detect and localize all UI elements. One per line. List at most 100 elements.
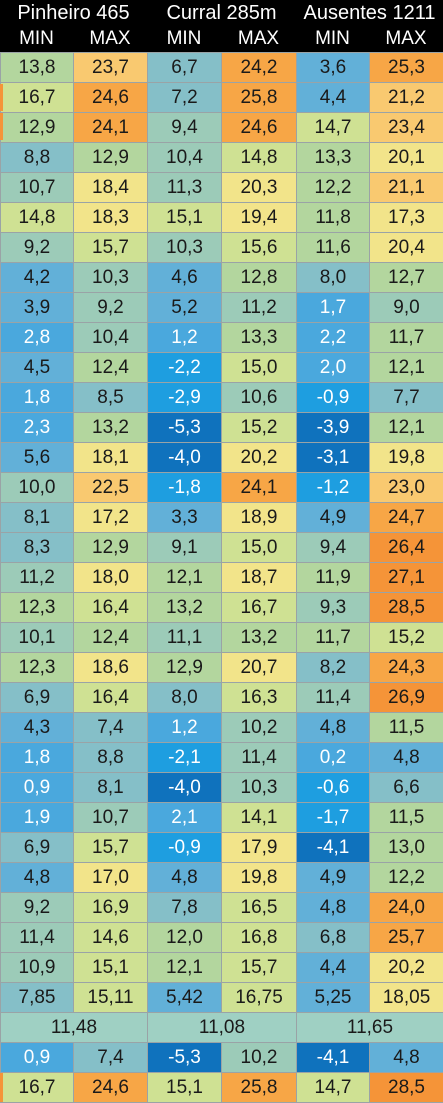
table-cell[interactable]: 11,6: [296, 232, 370, 263]
table-cell[interactable]: 8,2: [296, 652, 370, 683]
table-cell[interactable]: 15,0: [221, 352, 297, 383]
table-cell[interactable]: 16,9: [73, 892, 148, 923]
table-cell[interactable]: 16,4: [73, 592, 148, 623]
table-cell[interactable]: 3,6: [296, 52, 370, 83]
table-cell[interactable]: 6,7: [147, 52, 222, 83]
overall-average-cell[interactable]: 11,65: [296, 1012, 443, 1043]
table-cell[interactable]: 6,9: [0, 682, 74, 713]
table-cell[interactable]: 4,8: [296, 892, 370, 923]
table-cell[interactable]: 18,6: [73, 652, 148, 683]
table-cell[interactable]: 18,05: [369, 982, 443, 1013]
table-cell[interactable]: 2,2: [296, 322, 370, 353]
station-pinheiro-header[interactable]: Pinheiro 465: [17, 2, 130, 24]
table-cell[interactable]: 10,6: [221, 382, 297, 413]
table-cell[interactable]: 4,4: [296, 952, 370, 983]
table-cell[interactable]: 10,2: [221, 1042, 297, 1073]
table-cell[interactable]: 15,1: [73, 952, 148, 983]
table-cell[interactable]: 12,1: [369, 352, 443, 383]
table-cell[interactable]: 13,3: [296, 142, 370, 173]
table-cell[interactable]: -2,1: [147, 742, 222, 773]
table-cell[interactable]: 3,9: [0, 292, 74, 323]
table-cell[interactable]: 16,5: [221, 892, 297, 923]
table-cell[interactable]: 25,3: [369, 52, 443, 83]
table-cell[interactable]: 11,5: [369, 712, 443, 743]
table-cell[interactable]: 23,4: [369, 112, 443, 143]
table-cell[interactable]: 4,5: [0, 352, 74, 383]
table-cell[interactable]: -5,3: [147, 1042, 222, 1073]
table-cell[interactable]: 10,2: [221, 712, 297, 743]
table-cell[interactable]: 16,8: [221, 922, 297, 953]
table-cell[interactable]: 10,7: [0, 172, 74, 203]
table-cell[interactable]: 16,75: [221, 982, 297, 1013]
table-cell[interactable]: 12,1: [147, 952, 222, 983]
table-cell[interactable]: 17,3: [369, 202, 443, 233]
overall-average-cell[interactable]: 11,08: [147, 1012, 297, 1043]
table-cell[interactable]: 8,1: [0, 502, 74, 533]
table-cell[interactable]: 10,4: [147, 142, 222, 173]
table-cell[interactable]: 14,1: [221, 802, 297, 833]
table-cell[interactable]: 4,4: [296, 82, 370, 113]
table-cell[interactable]: 27,1: [369, 562, 443, 593]
table-cell[interactable]: -4,0: [147, 772, 222, 803]
table-cell[interactable]: 10,0: [0, 472, 74, 503]
table-cell[interactable]: 1,2: [147, 322, 222, 353]
table-cell[interactable]: 15,1: [147, 1072, 222, 1103]
table-cell[interactable]: 12,0: [147, 922, 222, 953]
table-cell[interactable]: 24,2: [221, 52, 297, 83]
table-cell[interactable]: 16,7: [221, 592, 297, 623]
table-cell[interactable]: 15,6: [221, 232, 297, 263]
table-cell[interactable]: 1,8: [0, 742, 74, 773]
table-cell[interactable]: 2,8: [0, 322, 74, 353]
table-cell[interactable]: 12,9: [0, 112, 74, 143]
table-cell[interactable]: 24,3: [369, 652, 443, 683]
table-cell[interactable]: 14,7: [296, 112, 370, 143]
table-cell[interactable]: 11,2: [0, 562, 74, 593]
table-cell[interactable]: 24,6: [73, 82, 148, 113]
table-cell[interactable]: 15,7: [221, 952, 297, 983]
table-cell[interactable]: 4,6: [147, 262, 222, 293]
table-cell[interactable]: 11,5: [369, 802, 443, 833]
table-cell[interactable]: 13,2: [221, 622, 297, 653]
table-cell[interactable]: 16,7: [0, 1072, 74, 1103]
table-cell[interactable]: 14,6: [73, 922, 148, 953]
table-cell[interactable]: -5,3: [147, 412, 222, 443]
table-cell[interactable]: 12,1: [147, 562, 222, 593]
table-cell[interactable]: 12,7: [369, 262, 443, 293]
table-cell[interactable]: 19,8: [369, 442, 443, 473]
table-cell[interactable]: 19,8: [221, 862, 297, 893]
table-cell[interactable]: 11,8: [296, 202, 370, 233]
table-cell[interactable]: 11,3: [147, 172, 222, 203]
table-cell[interactable]: 5,2: [147, 292, 222, 323]
table-cell[interactable]: -1,2: [296, 472, 370, 503]
station-ausentes-header[interactable]: Ausentes 1211: [303, 2, 436, 24]
table-cell[interactable]: 7,85: [0, 982, 74, 1013]
table-cell[interactable]: 12,2: [369, 862, 443, 893]
table-cell[interactable]: 24,6: [221, 112, 297, 143]
table-cell[interactable]: 24,6: [73, 1072, 148, 1103]
table-cell[interactable]: 15,2: [221, 412, 297, 443]
table-cell[interactable]: 15,7: [73, 232, 148, 263]
table-cell[interactable]: 5,42: [147, 982, 222, 1013]
table-cell[interactable]: 18,1: [73, 442, 148, 473]
table-cell[interactable]: 4,9: [296, 862, 370, 893]
table-cell[interactable]: 7,2: [147, 82, 222, 113]
table-cell[interactable]: 2,3: [0, 412, 74, 443]
table-cell[interactable]: 17,0: [73, 862, 148, 893]
table-cell[interactable]: 14,8: [0, 202, 74, 233]
table-cell[interactable]: 18,4: [73, 172, 148, 203]
table-cell[interactable]: 3,3: [147, 502, 222, 533]
table-cell[interactable]: 6,6: [369, 772, 443, 803]
table-cell[interactable]: 16,3: [221, 682, 297, 713]
table-cell[interactable]: 20,4: [369, 232, 443, 263]
table-cell[interactable]: 24,1: [73, 112, 148, 143]
table-cell[interactable]: 20,1: [369, 142, 443, 173]
table-cell[interactable]: 5,6: [0, 442, 74, 473]
table-cell[interactable]: 26,4: [369, 532, 443, 563]
table-cell[interactable]: -2,2: [147, 352, 222, 383]
table-cell[interactable]: 1,8: [0, 382, 74, 413]
table-cell[interactable]: 0,9: [0, 772, 74, 803]
table-cell[interactable]: 6,9: [0, 832, 74, 863]
table-cell[interactable]: 12,4: [73, 622, 148, 653]
table-cell[interactable]: 10,9: [0, 952, 74, 983]
table-cell[interactable]: 1,9: [0, 802, 74, 833]
